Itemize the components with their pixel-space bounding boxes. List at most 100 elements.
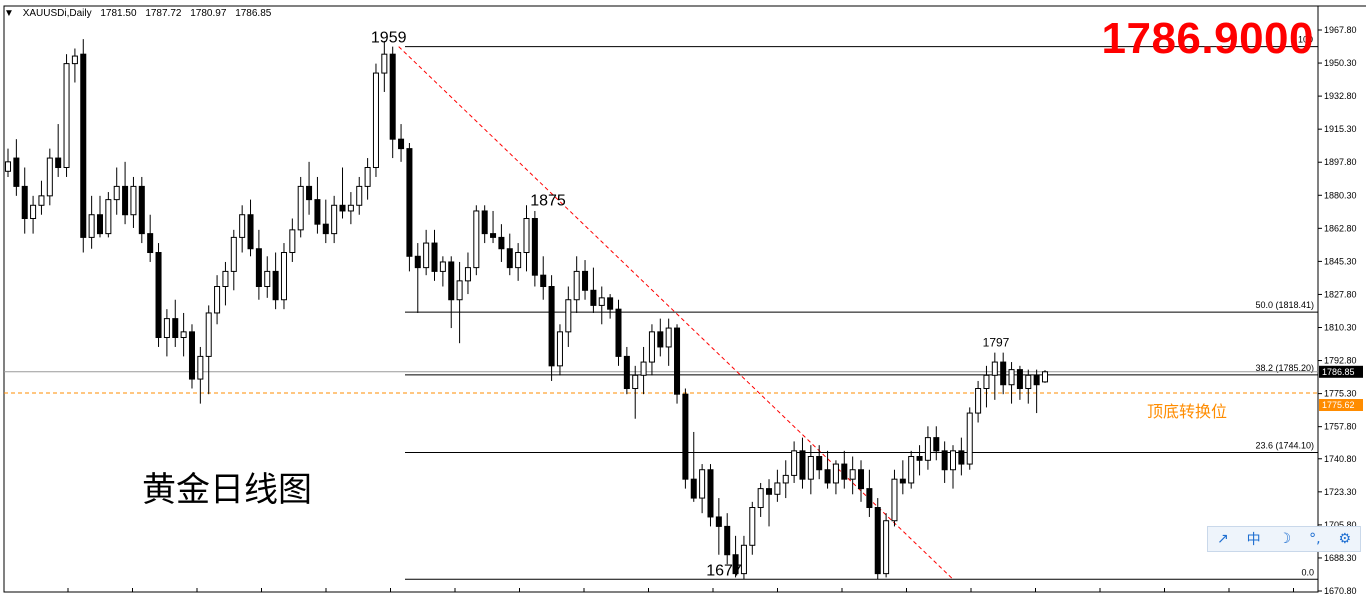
axis-tick-label: 1967.80 — [1324, 25, 1357, 35]
candle-body — [339, 204, 346, 212]
axis-tick-label: 1775.30 — [1324, 389, 1357, 399]
candle-body — [188, 331, 195, 380]
candle-body — [958, 450, 965, 465]
axis-tick-label: 1688.30 — [1324, 553, 1357, 563]
annotation-label: 1959 — [371, 30, 407, 47]
candle-body — [648, 331, 655, 363]
candle-body — [1041, 371, 1049, 383]
candle-body — [924, 437, 931, 461]
axis-tick-label: 1827.80 — [1324, 289, 1357, 299]
punctuation-icon[interactable]: °, — [1309, 531, 1321, 547]
moon-icon[interactable]: ☽ — [1278, 531, 1292, 547]
candle-body — [573, 270, 580, 301]
candle-body — [205, 312, 212, 357]
fib-level-label: 38.2 (1785.20) — [1255, 363, 1314, 373]
candle-body — [632, 374, 639, 390]
dropdown-triangle-icon[interactable]: ▼ — [4, 8, 14, 19]
candle-body — [740, 544, 747, 575]
candle-body — [214, 286, 221, 314]
candle-body — [163, 318, 170, 339]
support-price-tag-bg — [1319, 399, 1363, 412]
candle-body — [782, 474, 789, 484]
axis-tick-label: 1845.30 — [1324, 256, 1357, 266]
low-value: 1780.97 — [190, 8, 227, 19]
axis-tick-label: 1950.30 — [1324, 58, 1357, 68]
candle-body — [197, 355, 204, 380]
candle-body — [423, 242, 430, 269]
candle-body — [582, 270, 589, 291]
candle-body — [732, 554, 739, 575]
candle-body — [113, 185, 120, 201]
candle-body — [891, 478, 898, 522]
candle-body — [38, 195, 45, 206]
candle-body — [607, 297, 614, 310]
candle-body — [264, 270, 271, 288]
candle-body — [21, 185, 28, 220]
candle-body — [874, 507, 881, 575]
candle-body — [255, 248, 262, 288]
axis-tick-label: 1862.80 — [1324, 223, 1357, 233]
gear-icon[interactable]: ⚙ — [1338, 531, 1352, 547]
candle-body — [665, 327, 672, 348]
candle-body — [1033, 374, 1040, 386]
candle-body — [331, 204, 338, 235]
chart-header: ▼ XAUUSDi,Daily 1781.50 1787.72 1780.97 … — [4, 8, 277, 19]
candle-body — [966, 412, 973, 465]
candle-body — [565, 299, 572, 333]
candle-body — [71, 55, 78, 65]
candle-body — [406, 148, 413, 257]
candle-body — [88, 214, 95, 238]
candle-body — [916, 456, 923, 461]
candle-body — [791, 450, 798, 476]
candle-body — [949, 450, 957, 471]
candle-body — [991, 361, 998, 376]
candle-body — [807, 456, 814, 480]
candle-body — [80, 53, 87, 238]
axis-tick-label: 1915.30 — [1324, 124, 1357, 134]
axis-tick-label: 1723.30 — [1324, 487, 1357, 497]
candle-body — [155, 252, 162, 339]
candle-body — [222, 270, 229, 288]
candle-body — [448, 261, 455, 301]
candle-body — [933, 437, 940, 452]
candle-body — [556, 331, 563, 367]
candle-body — [523, 218, 530, 254]
candle-body — [757, 488, 764, 509]
annotation-label: 1677 — [706, 562, 742, 579]
candle-body — [364, 167, 371, 187]
toolbar-chinese-mode[interactable]: 中 — [1246, 532, 1261, 548]
candle-body — [63, 63, 70, 169]
candle-body — [1016, 369, 1023, 390]
candle-body — [272, 270, 279, 301]
candle-body — [30, 204, 37, 220]
candle-body — [540, 274, 547, 288]
candle-body — [398, 138, 405, 150]
candle-body — [473, 210, 480, 269]
external-link-icon[interactable]: ↗ — [1216, 531, 1229, 547]
support-price-tag: 1775.62 — [1322, 400, 1355, 410]
candle-body — [280, 252, 287, 301]
annotation-label: 1797 — [983, 336, 1010, 350]
candle-body — [105, 199, 112, 235]
axis-tick-label: 1880.30 — [1324, 190, 1357, 200]
candle-body — [824, 469, 831, 484]
candle-body — [724, 525, 731, 556]
candle-body — [230, 236, 237, 272]
candle-body — [381, 53, 388, 74]
candle-body — [699, 469, 706, 499]
candle-body — [389, 53, 396, 140]
candle-body — [464, 267, 471, 282]
candle-body — [908, 456, 915, 484]
candle-body — [766, 488, 773, 495]
candle-body — [657, 331, 664, 348]
candle-body — [1008, 369, 1015, 386]
axis-tick-label: 1810.30 — [1324, 323, 1357, 333]
last-price-tag: 1786.85 — [1322, 367, 1355, 377]
candle-body — [548, 286, 555, 367]
candle-body — [130, 185, 137, 216]
candle-body — [598, 297, 605, 306]
axis-tick-label: 1792.80 — [1324, 356, 1357, 366]
candle-body — [774, 482, 781, 495]
axis-tick-label: 1740.80 — [1324, 454, 1357, 464]
